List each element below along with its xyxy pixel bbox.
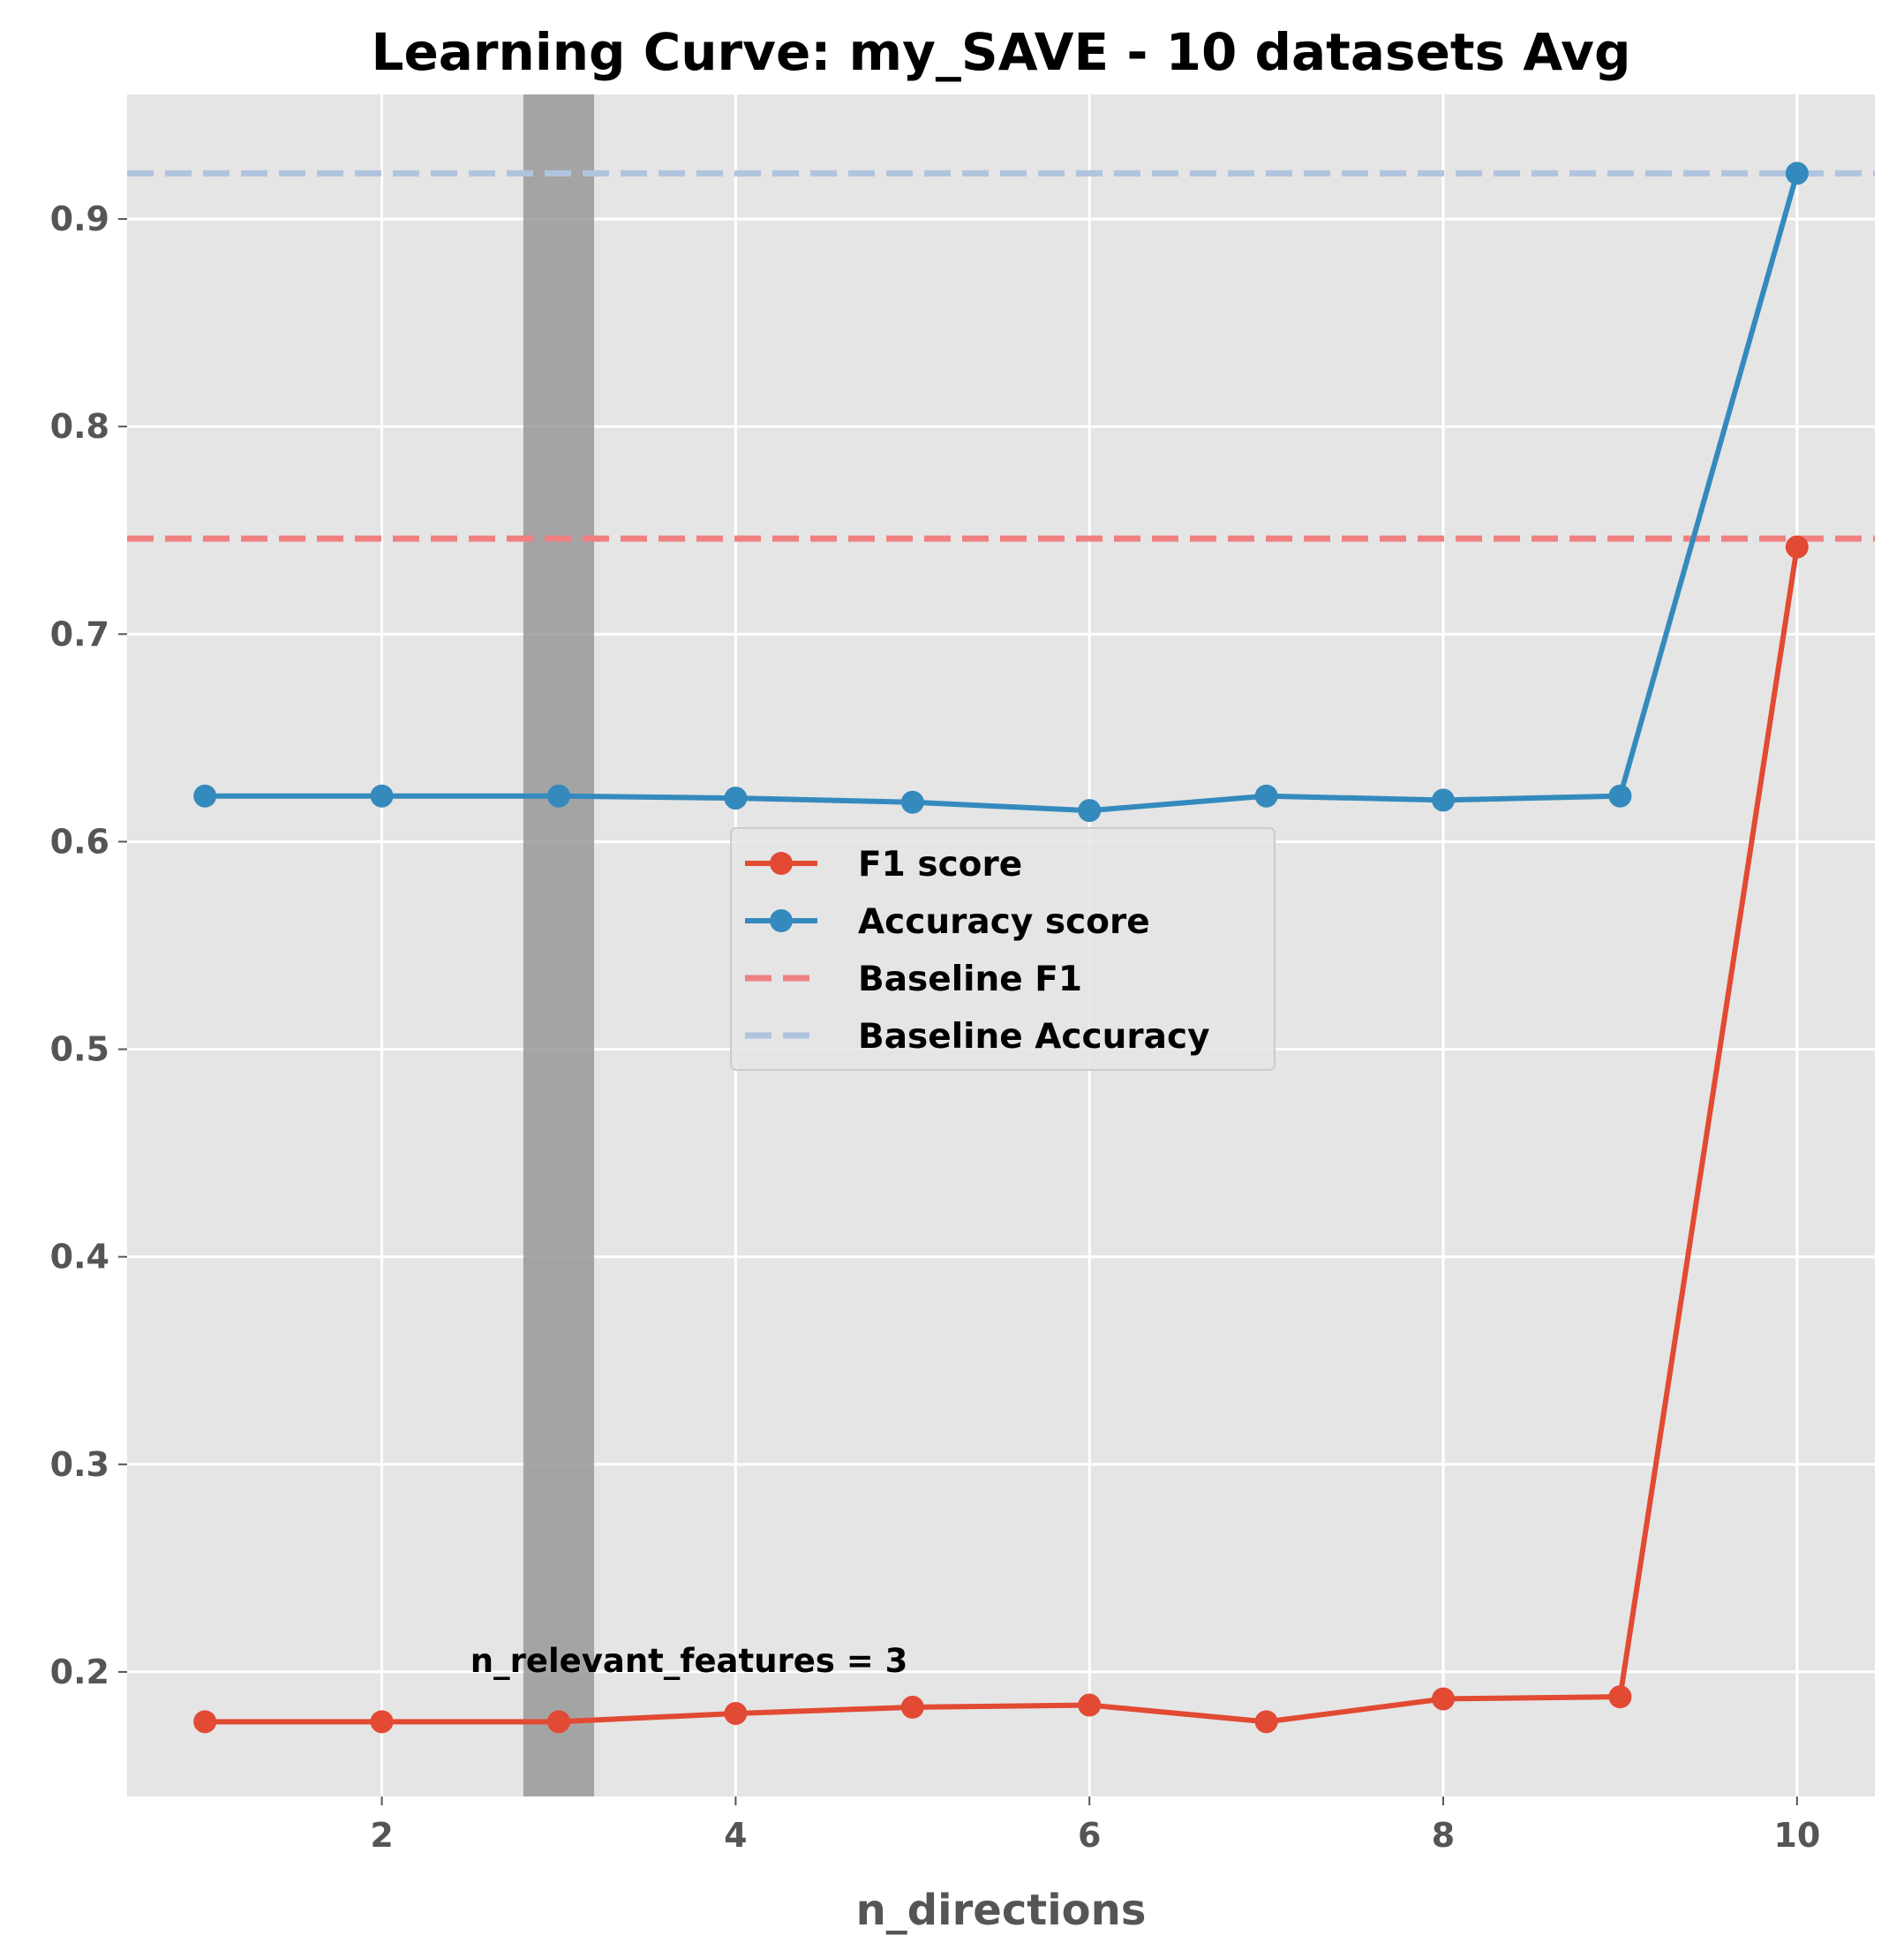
x-tick-label-8: 8 <box>1432 1816 1455 1855</box>
x-tick-label-6: 6 <box>1078 1816 1101 1855</box>
point-accuracy-score-x7 <box>1254 784 1278 808</box>
series-line-f1-score <box>205 546 1800 1725</box>
series-layer <box>193 162 1809 1734</box>
highlight-band <box>523 94 595 1796</box>
legend-box <box>730 827 1276 1071</box>
y-tick-label-0.8: 0.8 <box>50 407 109 446</box>
point-f1-score-x3 <box>546 1710 570 1734</box>
y-tick-label-0.6: 0.6 <box>50 822 109 861</box>
point-accuracy-score-x9 <box>1608 784 1632 808</box>
point-accuracy-score-x8 <box>1432 788 1456 812</box>
baseline-lines <box>127 169 1875 542</box>
legend-label: Accuracy score <box>858 902 1150 942</box>
point-accuracy-score-x10 <box>1785 162 1809 185</box>
point-accuracy-score-x3 <box>546 784 570 808</box>
point-accuracy-score-x1 <box>193 784 217 808</box>
point-accuracy-score-x5 <box>900 790 924 814</box>
highlight-band-layer <box>523 94 595 1796</box>
point-f1-score-x5 <box>900 1695 924 1719</box>
point-f1-score-x6 <box>1078 1693 1102 1717</box>
legend: F1 score Accuracy score Baseline F1 Baselin… <box>730 827 1276 1071</box>
legend-swatch-marker <box>770 852 793 875</box>
point-accuracy-score-x6 <box>1078 799 1102 823</box>
point-f1-score-x8 <box>1432 1687 1456 1711</box>
legend-entry-baseline-accuracy: Baseline Accuracy <box>745 1017 1210 1057</box>
x-axis-label: n_directions <box>856 1886 1147 1935</box>
point-accuracy-score-x2 <box>370 784 394 808</box>
point-f1-score-x7 <box>1254 1710 1278 1734</box>
y-tick-label-0.3: 0.3 <box>50 1445 109 1484</box>
grid-lines <box>127 94 1875 1796</box>
legend-swatch-marker <box>770 909 793 932</box>
point-f1-score-x4 <box>724 1701 748 1725</box>
point-f1-score-x10 <box>1785 535 1809 559</box>
x-axis-ticks: 2 4 6 8 10 <box>370 1796 1820 1855</box>
legend-label: F1 score <box>858 845 1022 885</box>
y-tick-label-0.9: 0.9 <box>50 200 109 238</box>
legend-entry-baseline-f1: Baseline F1 <box>745 960 1082 999</box>
point-f1-score-x2 <box>370 1710 394 1734</box>
x-tick-label-2: 2 <box>370 1816 393 1855</box>
chart-title: Learning Curve: my_SAVE - 10 datasets Av… <box>371 22 1630 82</box>
point-f1-score-x9 <box>1608 1685 1632 1709</box>
y-axis-ticks: 0.2 0.3 0.4 0.5 0.6 0.7 0.8 0.9 <box>50 200 127 1691</box>
y-tick-label-0.7: 0.7 <box>50 614 109 653</box>
legend-label: Baseline Accuracy <box>858 1017 1210 1057</box>
series-accuracy-score <box>193 162 1809 823</box>
series-f1-score <box>193 535 1809 1734</box>
x-tick-label-10: 10 <box>1773 1816 1820 1855</box>
point-f1-score-x1 <box>193 1710 217 1734</box>
legend-entry-accuracy-score: Accuracy score <box>745 902 1150 942</box>
point-accuracy-score-x4 <box>724 787 748 810</box>
series-line-accuracy-score <box>205 172 1800 814</box>
legend-label: Baseline F1 <box>858 960 1082 999</box>
y-tick-label-0.5: 0.5 <box>50 1030 109 1069</box>
x-tick-label-4: 4 <box>724 1816 747 1855</box>
y-tick-label-0.2: 0.2 <box>50 1653 109 1691</box>
y-tick-label-0.4: 0.4 <box>50 1238 109 1276</box>
annotation-n-relevant-features: n_relevant_features = 3 <box>470 1642 908 1680</box>
legend-entry-f1-score: F1 score <box>745 845 1022 885</box>
